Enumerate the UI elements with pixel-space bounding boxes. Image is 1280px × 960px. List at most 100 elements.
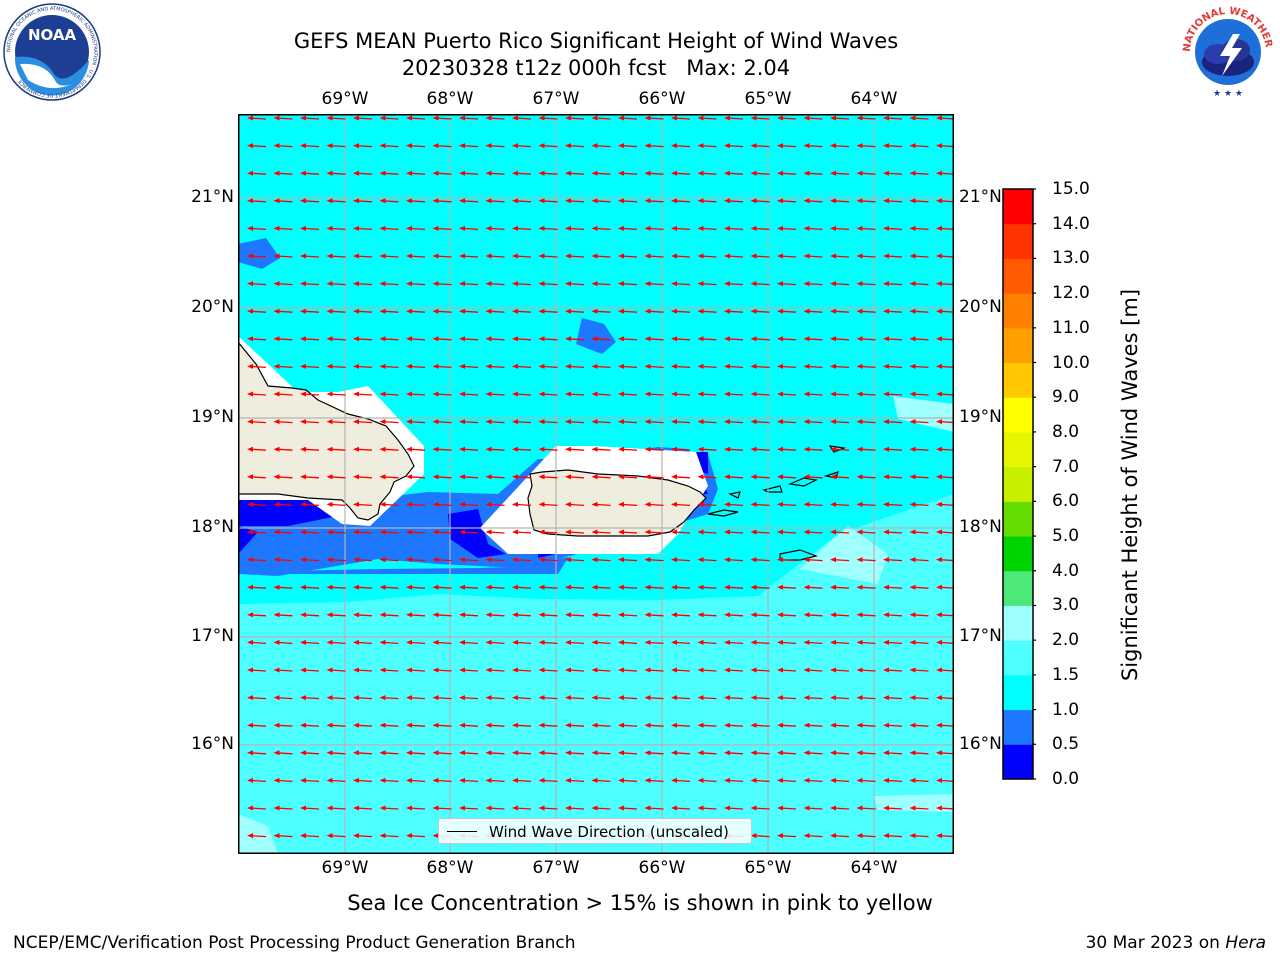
wave-arrow-head	[644, 474, 651, 480]
wave-arrow-head	[538, 695, 545, 701]
wave-arrow-head	[856, 612, 863, 618]
lon-label-bottom: 69°W	[321, 858, 369, 878]
wave-arrow-head	[936, 584, 942, 590]
wave-arrow-head	[485, 557, 492, 563]
wave-arrow-head	[883, 198, 889, 204]
wave-arrow-head	[936, 777, 942, 783]
wave-arrow-head	[485, 446, 492, 452]
wave-arrow-head	[247, 584, 253, 590]
wave-arrow-head	[909, 446, 916, 452]
wave-arrow-head	[353, 446, 359, 452]
colorbar-segment	[1003, 744, 1033, 780]
wave-arrow-head	[538, 750, 545, 756]
wave-arrow-head	[326, 667, 333, 673]
wave-arrow-head	[936, 391, 942, 397]
wave-arrow-head	[565, 446, 571, 452]
wave-arrow-head	[247, 253, 253, 259]
wave-arrow-head	[750, 391, 757, 397]
wave-arrow-head	[591, 474, 598, 480]
wave-arrow-head	[830, 281, 836, 287]
wave-arrow-head	[777, 805, 783, 811]
wave-arrow-head	[432, 446, 439, 452]
wave-arrow-head	[512, 308, 518, 314]
wave-arrow-head	[326, 750, 333, 756]
wave-arrow-head	[909, 308, 916, 314]
wave-arrow-head	[273, 363, 280, 369]
wave-arrow-head	[644, 529, 651, 535]
wave-arrow-head	[247, 667, 253, 673]
wave-arrow-head	[326, 419, 333, 425]
wave-arrow-head	[406, 529, 412, 535]
wave-arrow-head	[724, 419, 730, 425]
wave-arrow-head	[618, 363, 624, 369]
wave-arrow-head	[644, 253, 651, 259]
wave-arrow-head	[803, 115, 810, 121]
wave-arrow-head	[618, 529, 624, 535]
wave-arrow-head	[936, 115, 942, 121]
wave-arrow-head	[909, 391, 916, 397]
wave-arrow-head	[909, 363, 916, 369]
wave-arrow-head	[803, 639, 810, 645]
wave-arrow-head	[512, 474, 518, 480]
wave-arrow-head	[512, 281, 518, 287]
wave-arrow-head	[909, 198, 916, 204]
wave-arrow-head	[459, 170, 465, 176]
wave-arrow-head	[830, 833, 836, 839]
colorbar	[1002, 188, 1036, 780]
colorbar-segment	[1003, 570, 1033, 606]
wave-arrow-head	[406, 170, 412, 176]
wave-arrow-head	[936, 667, 942, 673]
wave-arrow-head	[512, 253, 518, 259]
wave-arrow-head	[273, 253, 280, 259]
wave-arrow-head	[591, 722, 598, 728]
colorbar-tick-label: 9.0	[1052, 387, 1080, 408]
wave-arrow-head	[671, 557, 677, 563]
wave-arrow-head	[459, 308, 465, 314]
wave-arrow-head	[512, 667, 518, 673]
wave-arrow-head	[406, 336, 412, 342]
wave-arrow-head	[724, 777, 730, 783]
wave-arrow-head	[379, 695, 386, 701]
wave-arrow-head	[512, 805, 518, 811]
wave-arrow-head	[883, 336, 889, 342]
wave-arrow-head	[353, 363, 359, 369]
wave-arrow-head	[326, 833, 333, 839]
wave-arrow-head	[247, 805, 253, 811]
wave-arrow-head	[830, 253, 836, 259]
wave-arrow-head	[936, 419, 942, 425]
graticule	[238, 114, 954, 854]
wave-arrow-head	[644, 281, 651, 287]
wave-arrow-head	[273, 833, 280, 839]
wave-arrow-head	[379, 225, 386, 231]
wave-arrow-head	[379, 143, 386, 149]
wave-arrow-head	[459, 198, 465, 204]
wave-arrow-head	[353, 336, 359, 342]
wave-arrow-head	[750, 281, 757, 287]
colorbar-tick-label: 8.0	[1052, 421, 1080, 442]
wave-arrow-head	[671, 612, 677, 618]
wave-arrow-head	[644, 143, 651, 149]
wave-arrow-head	[353, 281, 359, 287]
wave-arrow-head	[432, 750, 439, 756]
wave-arrow-head	[883, 750, 889, 756]
wave-arrow-head	[936, 805, 942, 811]
wave-arrow-head	[671, 474, 677, 480]
wave-arrow-head	[353, 419, 359, 425]
lon-label-bottom: 68°W	[426, 858, 474, 878]
wave-arrow-head	[538, 281, 545, 287]
wave-arrow-head	[856, 115, 863, 121]
wave-arrow-head	[856, 667, 863, 673]
wave-arrow-head	[406, 281, 412, 287]
wave-arrow-head	[485, 612, 492, 618]
wave-direction-arrows	[247, 115, 954, 839]
wave-arrow-head	[618, 198, 624, 204]
wave-arrow-head	[565, 391, 571, 397]
wave-arrow-head	[432, 722, 439, 728]
wave-arrow-head	[406, 805, 412, 811]
wave-arrow-head	[406, 225, 412, 231]
wave-arrow-head	[273, 474, 280, 480]
wave-arrow-head	[618, 805, 624, 811]
wave-arrow-head	[750, 529, 757, 535]
wave-arrow-head	[936, 225, 942, 231]
field-2-0-north	[893, 396, 954, 432]
